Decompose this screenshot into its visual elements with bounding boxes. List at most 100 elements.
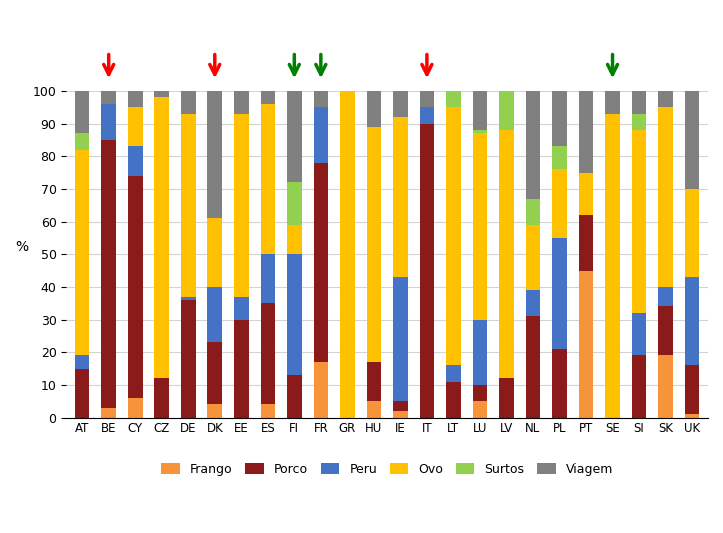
Bar bbox=[101, 91, 116, 104]
Bar bbox=[393, 91, 408, 117]
Bar bbox=[632, 313, 646, 356]
Bar bbox=[393, 117, 408, 277]
Bar bbox=[685, 277, 699, 365]
Y-axis label: %: % bbox=[15, 240, 28, 254]
Bar bbox=[419, 124, 435, 417]
Bar bbox=[578, 215, 594, 271]
Bar bbox=[234, 114, 249, 297]
Bar bbox=[208, 287, 222, 342]
Bar bbox=[419, 107, 435, 124]
Bar bbox=[473, 401, 487, 417]
Bar bbox=[393, 411, 408, 417]
Bar bbox=[578, 91, 594, 173]
Bar bbox=[75, 91, 90, 133]
Bar bbox=[605, 114, 620, 417]
Bar bbox=[155, 91, 169, 98]
Bar bbox=[287, 91, 301, 182]
Bar bbox=[632, 91, 646, 114]
Bar bbox=[181, 91, 195, 114]
Bar bbox=[287, 225, 301, 254]
Bar bbox=[658, 306, 673, 356]
Bar bbox=[314, 107, 328, 163]
Bar bbox=[181, 300, 195, 417]
Bar bbox=[446, 91, 461, 107]
Bar bbox=[526, 225, 540, 290]
Bar bbox=[632, 114, 646, 130]
Bar bbox=[234, 320, 249, 417]
Bar bbox=[367, 362, 381, 401]
Bar bbox=[578, 173, 594, 215]
Bar bbox=[314, 163, 328, 362]
Bar bbox=[473, 130, 487, 133]
Bar bbox=[181, 114, 195, 297]
Bar bbox=[446, 107, 461, 365]
Bar bbox=[75, 133, 90, 150]
Bar bbox=[128, 107, 142, 147]
Bar bbox=[260, 91, 275, 104]
Bar bbox=[685, 91, 699, 189]
Bar bbox=[340, 91, 355, 417]
Bar bbox=[552, 169, 567, 238]
Bar bbox=[260, 405, 275, 417]
Bar bbox=[658, 287, 673, 306]
Bar bbox=[314, 91, 328, 107]
Bar bbox=[367, 127, 381, 362]
Bar bbox=[552, 147, 567, 169]
Bar bbox=[208, 219, 222, 287]
Bar bbox=[473, 385, 487, 401]
Bar bbox=[287, 254, 301, 375]
Bar bbox=[685, 189, 699, 277]
Bar bbox=[499, 378, 514, 417]
Bar bbox=[128, 176, 142, 398]
Bar bbox=[181, 297, 195, 300]
Bar bbox=[314, 362, 328, 417]
Bar bbox=[685, 414, 699, 417]
Bar bbox=[260, 303, 275, 405]
Bar bbox=[473, 133, 487, 320]
Bar bbox=[526, 199, 540, 225]
Bar bbox=[552, 91, 567, 147]
Bar bbox=[446, 365, 461, 382]
Bar bbox=[208, 405, 222, 417]
Bar bbox=[473, 320, 487, 385]
Bar bbox=[208, 342, 222, 405]
Bar bbox=[287, 182, 301, 225]
Bar bbox=[75, 356, 90, 368]
Bar bbox=[367, 401, 381, 417]
Bar bbox=[605, 91, 620, 114]
Bar bbox=[287, 375, 301, 417]
Bar bbox=[155, 98, 169, 378]
Bar bbox=[367, 91, 381, 127]
Bar bbox=[685, 365, 699, 414]
Bar bbox=[499, 91, 514, 130]
Bar bbox=[101, 140, 116, 408]
Bar bbox=[155, 378, 169, 417]
Bar bbox=[260, 254, 275, 303]
Bar bbox=[234, 91, 249, 114]
Bar bbox=[446, 382, 461, 417]
Bar bbox=[101, 104, 116, 140]
Bar bbox=[260, 104, 275, 254]
Bar bbox=[658, 356, 673, 417]
Bar bbox=[578, 271, 594, 417]
Bar bbox=[75, 150, 90, 356]
Bar bbox=[526, 316, 540, 417]
Bar bbox=[419, 91, 435, 107]
Bar bbox=[393, 277, 408, 401]
Bar bbox=[208, 91, 222, 219]
Bar bbox=[75, 368, 90, 417]
Bar bbox=[499, 130, 514, 378]
Bar bbox=[526, 91, 540, 199]
Legend: Frango, Porco, Peru, Ovo, Surtos, Viagem: Frango, Porco, Peru, Ovo, Surtos, Viagem bbox=[161, 463, 613, 476]
Bar bbox=[101, 408, 116, 417]
Bar bbox=[234, 297, 249, 320]
Bar bbox=[658, 107, 673, 287]
Bar bbox=[632, 356, 646, 417]
Bar bbox=[128, 91, 142, 107]
Bar bbox=[526, 290, 540, 316]
Bar bbox=[552, 238, 567, 349]
Bar bbox=[128, 147, 142, 176]
Bar bbox=[632, 130, 646, 313]
Bar bbox=[393, 401, 408, 411]
Bar bbox=[658, 91, 673, 107]
